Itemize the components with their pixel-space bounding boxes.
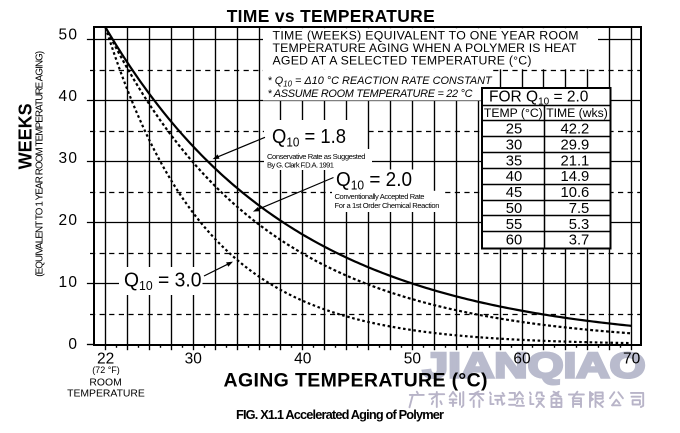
svg-text:21.1: 21.1 — [560, 153, 589, 169]
svg-text:* ASSUME ROOM TEMPERATURE = 22: * ASSUME ROOM TEMPERATURE = 22 °C — [268, 88, 473, 100]
svg-text:10: 10 — [59, 274, 78, 291]
svg-text:Conservative Rate as Suggested: Conservative Rate as Suggested — [267, 152, 366, 161]
svg-text:50: 50 — [404, 351, 422, 368]
svg-text:45: 45 — [506, 185, 522, 201]
svg-text:TEMP (°C): TEMP (°C) — [484, 106, 543, 120]
svg-text:Q10 = 2.0: Q10 = 2.0 — [336, 168, 412, 193]
svg-text:TIME (WEEKS) EQUIVALENT TO ONE: TIME (WEEKS) EQUIVALENT TO ONE YEAR ROOM — [273, 29, 579, 43]
svg-text:5.3: 5.3 — [569, 217, 590, 233]
svg-text:TIME (wks): TIME (wks) — [546, 106, 608, 120]
svg-text:AGING TEMPERATURE (°C): AGING TEMPERATURE (°C) — [224, 370, 488, 392]
svg-text:42.2: 42.2 — [560, 122, 589, 138]
svg-text:14.9: 14.9 — [560, 169, 589, 185]
svg-text:0: 0 — [68, 336, 77, 353]
svg-text:For a 1st Order Chemical React: For a 1st Order Chemical Reaction — [335, 201, 440, 210]
svg-text:29.9: 29.9 — [560, 138, 589, 154]
svg-text:50: 50 — [506, 201, 522, 217]
svg-text:* Q10 = Δ10 °C REACTION RATE C: * Q10 = Δ10 °C REACTION RATE CONSTANT — [268, 75, 494, 89]
svg-text:By G. Clark F.D.A. 1991: By G. Clark F.D.A. 1991 — [267, 160, 334, 169]
svg-text:TEMPERATURE: TEMPERATURE — [67, 389, 145, 400]
svg-text:JIANQIAO: JIANQIAO — [423, 345, 646, 385]
svg-text:30: 30 — [185, 351, 203, 368]
svg-text:70: 70 — [623, 351, 641, 368]
svg-text:40: 40 — [59, 88, 78, 105]
svg-text:TEMPERATURE AGING WHEN A POLYM: TEMPERATURE AGING WHEN A POLYMER IS HEAT — [273, 41, 577, 55]
svg-text:Q10 = 3.0: Q10 = 3.0 — [124, 268, 202, 293]
svg-text:25: 25 — [506, 122, 522, 138]
svg-text:30: 30 — [59, 150, 78, 167]
svg-text:(72 °F): (72 °F) — [92, 365, 120, 375]
svg-text:50: 50 — [59, 26, 78, 43]
svg-text:3.7: 3.7 — [569, 233, 590, 249]
svg-text:40: 40 — [506, 169, 522, 185]
svg-text:FIG. X1.1 Accelerated Aging of: FIG. X1.1 Accelerated Aging of Polymer — [236, 407, 444, 422]
svg-text:60: 60 — [513, 351, 531, 368]
svg-text:Conventionally Accepted Rate: Conventionally Accepted Rate — [335, 192, 425, 201]
svg-text:FOR Q10 = 2.0: FOR Q10 = 2.0 — [489, 89, 589, 108]
svg-text:55: 55 — [506, 217, 522, 233]
svg-text:22: 22 — [97, 351, 114, 368]
svg-text:7.5: 7.5 — [569, 201, 590, 217]
svg-text:ROOM: ROOM — [89, 377, 121, 388]
svg-text:60: 60 — [506, 233, 522, 249]
svg-text:20: 20 — [59, 212, 78, 229]
svg-text:WEEKS: WEEKS — [16, 103, 36, 169]
svg-text:10.6: 10.6 — [560, 185, 589, 201]
svg-text:35: 35 — [506, 153, 522, 169]
svg-text:30: 30 — [506, 138, 522, 154]
svg-text:Q10 = 1.8: Q10 = 1.8 — [272, 125, 346, 150]
svg-text:TIME vs TEMPERATURE: TIME vs TEMPERATURE — [227, 6, 435, 26]
svg-text:40: 40 — [294, 351, 312, 368]
svg-text:AGED AT A SELECTED TEMPERATURE: AGED AT A SELECTED TEMPERATURE (°C) — [273, 54, 532, 68]
svg-text:(EQUIVALENT TO 1 YEAR ROOM TEM: (EQUIVALENT TO 1 YEAR ROOM TEMPERATURE A… — [35, 51, 46, 277]
